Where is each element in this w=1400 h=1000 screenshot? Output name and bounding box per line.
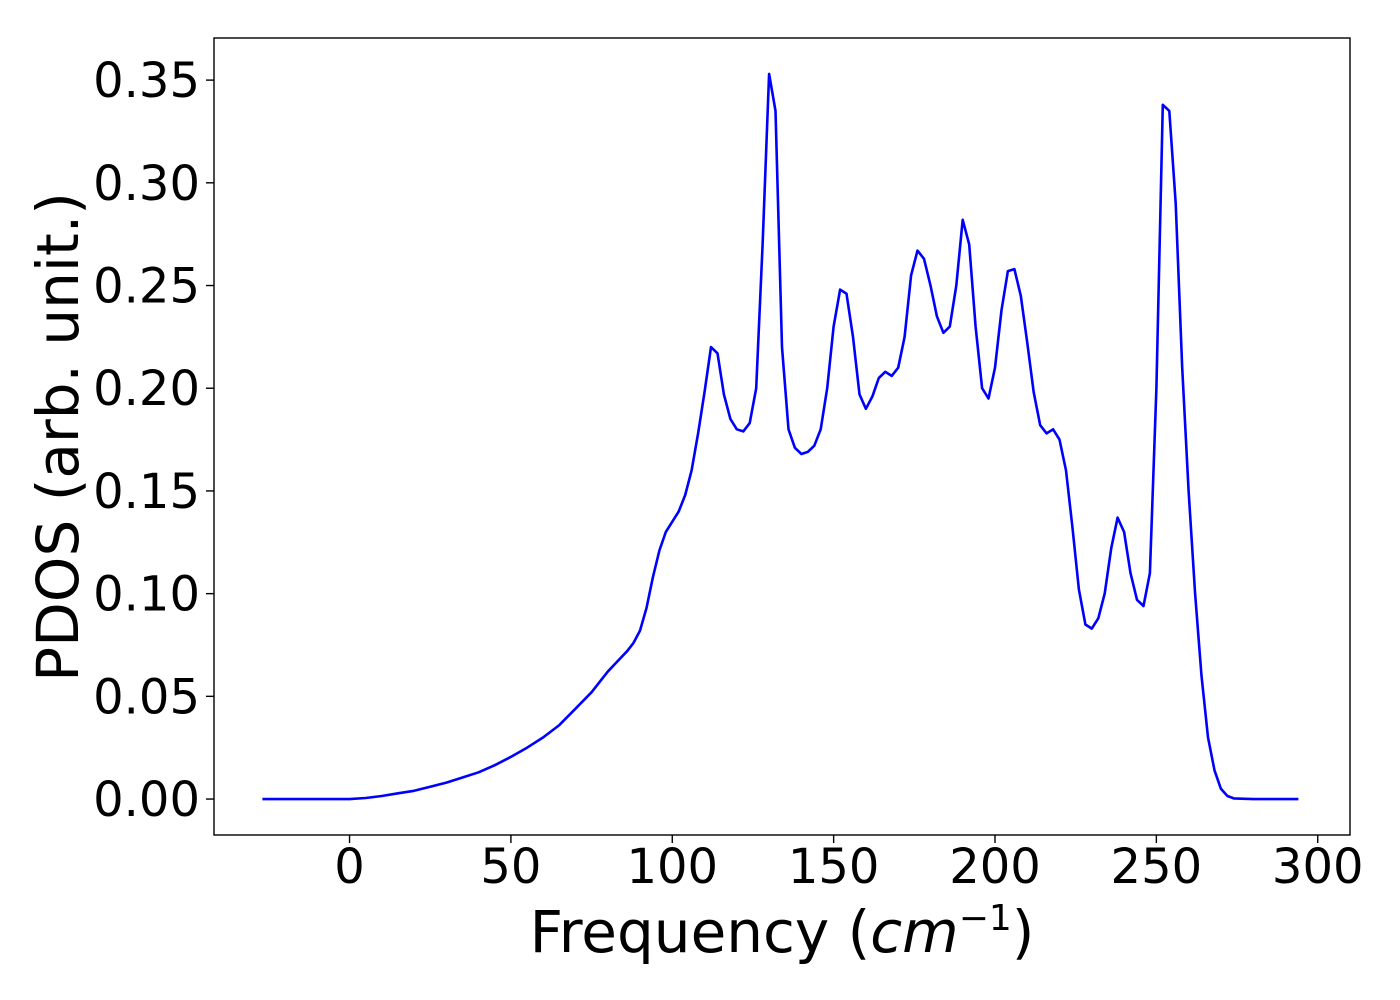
y-axis-label: PDOS (arb. unit.) bbox=[24, 192, 92, 682]
plot-area-frame bbox=[213, 37, 1351, 836]
series-line bbox=[262, 72, 1299, 801]
x-tick-label: 50 bbox=[480, 839, 541, 895]
x-tick-label: 150 bbox=[788, 839, 880, 895]
x-axis-label-unit: cm bbox=[870, 898, 958, 966]
y-tick-label: 0.30 bbox=[93, 156, 200, 212]
x-tick-label: 250 bbox=[1111, 839, 1203, 895]
x-tick-label: 100 bbox=[626, 839, 718, 895]
series-group bbox=[262, 72, 1299, 801]
y-tick-label: 0.35 bbox=[93, 53, 200, 109]
y-tick-label: 0.10 bbox=[93, 567, 200, 623]
x-axis-label-main: Frequency ( bbox=[530, 898, 871, 966]
x-tick-label: 200 bbox=[949, 839, 1041, 895]
y-ticks: 0.00 0.05 0.10 0.15 0.20 0.25 0.30 0.35 bbox=[93, 53, 214, 828]
x-axis-label: Frequency (cm−1) bbox=[530, 898, 1035, 966]
y-tick-label: 0.00 bbox=[93, 772, 200, 828]
y-tick-label: 0.15 bbox=[93, 464, 200, 520]
x-tick-label: 300 bbox=[1272, 839, 1364, 895]
x-axis-label-exponent: −1 bbox=[959, 898, 1012, 939]
x-axis-label-close: ) bbox=[1012, 898, 1035, 966]
x-tick-label: 0 bbox=[334, 839, 365, 895]
y-tick-label: 0.25 bbox=[93, 259, 200, 315]
y-tick-label: 0.20 bbox=[93, 361, 200, 417]
y-tick-label: 0.05 bbox=[93, 669, 200, 725]
x-ticks: 0 50 100 150 200 250 300 bbox=[334, 835, 1364, 895]
